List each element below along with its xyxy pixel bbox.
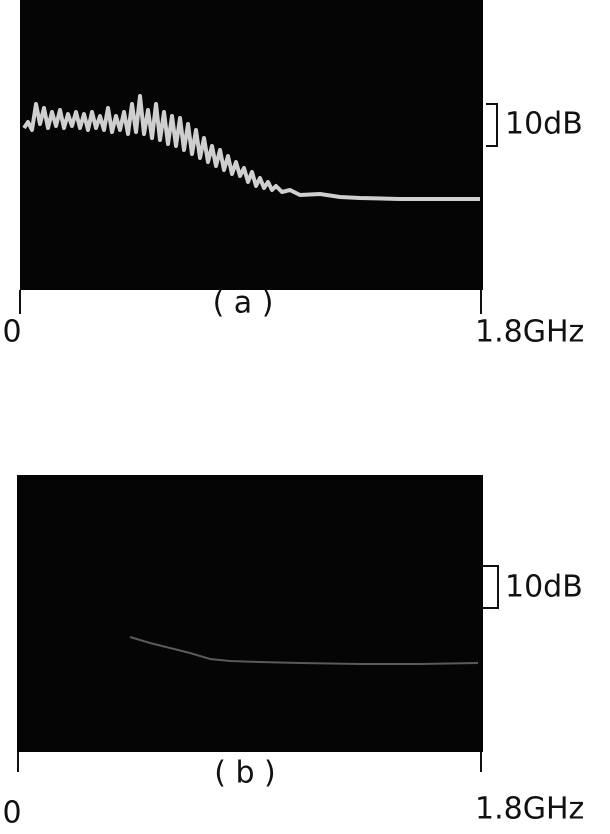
screen xyxy=(20,0,483,290)
scale-label: 10dB xyxy=(505,107,583,142)
x-start-label: 0 xyxy=(2,315,21,350)
scale-bracket xyxy=(486,104,497,146)
scale-label: 10dB xyxy=(505,570,583,605)
figure: 10dB ( a ) 0 1.8GHz 10dB ( b ) 0 1.8GHz xyxy=(0,0,610,834)
page: {"panels": [ {"label": "( a )", "scale":… xyxy=(0,0,610,834)
scale-bracket xyxy=(481,566,498,608)
panel-label: ( a ) xyxy=(213,286,274,321)
panel-b: 10dB ( b ) 0 1.8GHz xyxy=(2,475,584,831)
x-end-label: 1.8GHz xyxy=(475,315,584,350)
panel-label: ( b ) xyxy=(214,756,276,791)
panel-a: 10dB ( a ) 0 1.8GHz xyxy=(2,0,584,350)
screen xyxy=(17,475,483,752)
x-start-label: 0 xyxy=(2,796,21,831)
x-end-label: 1.8GHz xyxy=(475,792,584,827)
